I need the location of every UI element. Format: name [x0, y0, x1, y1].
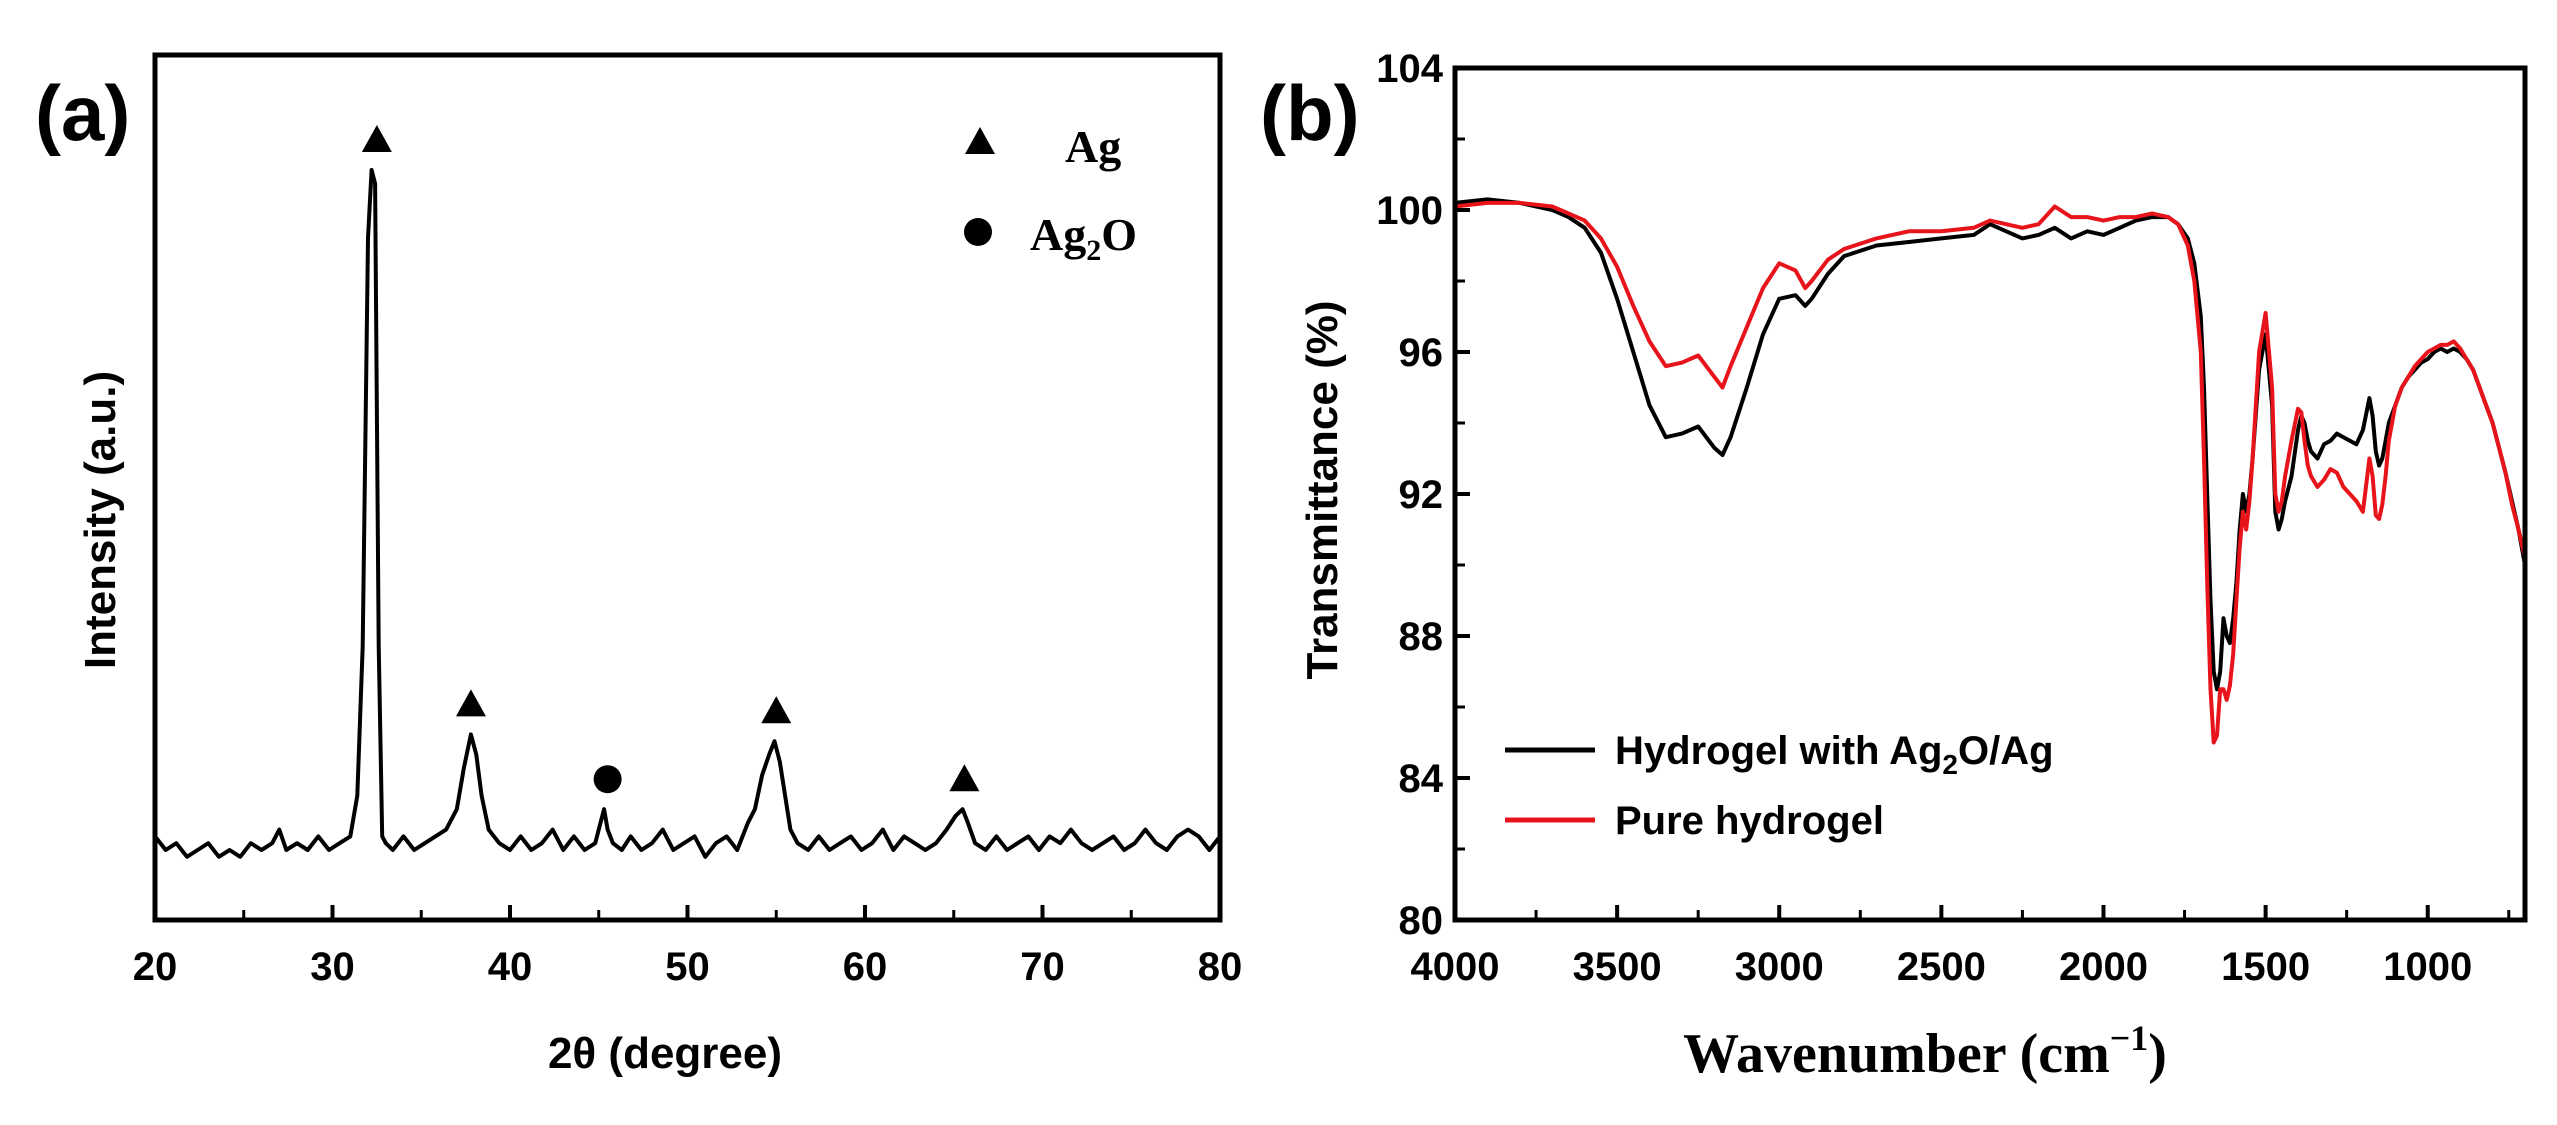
legend-label-pure-hydrogel: Pure hydrogel [1615, 799, 1884, 843]
y-tick-label: 92 [1399, 473, 1444, 517]
circle-marker-icon [964, 218, 992, 246]
legend-item-hydrogel-ag: Hydrogel with Ag2O/Ag [1505, 729, 2054, 780]
peak-triangle-marker [361, 125, 392, 152]
y-tick-label: 80 [1399, 899, 1444, 943]
legend-label-ag2o-sub: 2 [1086, 234, 1101, 267]
xrd-series-line [153, 168, 1222, 859]
legend-label-ag: Ag [1065, 121, 1121, 172]
x-tick-label: 4000 [1411, 945, 1500, 989]
panel-b-legend: Hydrogel with Ag2O/Ag Pure hydrogel [1505, 729, 2054, 843]
legend-label-ag2o: Ag2O [1030, 209, 1137, 267]
x-tick-label: 40 [488, 945, 533, 989]
panel-a-legend: Ag Ag2O [964, 121, 1137, 267]
legend-label-hydrogel-ag-main: Hydrogel with Ag [1615, 729, 1942, 773]
panel-a-frame [152, 52, 1223, 923]
panel-a-peak-markers [361, 125, 980, 794]
x-tick-label: 80 [1198, 945, 1243, 989]
legend-label-ag2o-main: Ag [1030, 209, 1086, 260]
legend-label-ag2o-suffix: O [1101, 209, 1137, 260]
y-tick-label: 100 [1376, 189, 1443, 233]
legend-label-hydrogel-ag-sub: 2 [1942, 749, 1958, 780]
panel-a-marks [153, 168, 1222, 859]
x-tick-label: 1500 [2221, 945, 2310, 989]
y-tick-label: 84 [1399, 757, 1444, 801]
x-tick-label: 2000 [2059, 945, 2148, 989]
y-tick-label: 96 [1399, 331, 1444, 375]
y-tick-label: 104 [1376, 47, 1443, 91]
x-tick-label: 2500 [1897, 945, 1986, 989]
legend-item-ag: Ag [965, 121, 1121, 172]
x-tick-label: 70 [1020, 945, 1065, 989]
panel-a-label: (a) [35, 69, 130, 157]
panel-a-xrd: (a) Intensity (a.u.) 2θ (degree) 20 30 40 5… [35, 52, 1243, 1078]
panel-b-label: (b) [1260, 69, 1360, 157]
legend-item-ag2o: Ag2O [964, 209, 1137, 267]
panel-b-xlabel: Wavenumber (cm−1) [1683, 1018, 2167, 1085]
x-tick-label: 60 [843, 945, 888, 989]
legend-label-hydrogel-ag-suffix: O/Ag [1958, 729, 2054, 773]
x-tick-label: 1000 [2383, 945, 2472, 989]
peak-circle-marker [593, 765, 622, 794]
panel-b-ylabel: Transmittance (%) [1298, 301, 1347, 680]
panel-b-xticks: 4000 3500 3000 2500 2000 1500 1000 [1411, 905, 2511, 989]
ftir-series-line [1454, 197, 2527, 692]
panel-b-xlabel-main: Wavenumber (cm [1683, 1023, 2110, 1085]
y-tick-label: 88 [1399, 615, 1444, 659]
panel-b-yticks: 80 84 88 92 96 100 104 [1376, 47, 1470, 943]
panel-b-ftir: (b) Transmittance (%) Wavenumber (cm−1) … [1260, 47, 2528, 1085]
legend-item-pure-hydrogel: Pure hydrogel [1505, 799, 1884, 843]
triangle-marker-icon [965, 127, 995, 154]
legend-label-hydrogel-ag: Hydrogel with Ag2O/Ag [1615, 729, 2054, 780]
peak-triangle-marker [949, 764, 980, 792]
peak-triangle-marker [455, 689, 486, 717]
panel-a-xticks: 20 30 40 50 60 70 80 [133, 905, 1243, 989]
x-tick-label: 3000 [1735, 945, 1824, 989]
panel-b-marks [1454, 197, 2527, 745]
ftir-series-line [1454, 200, 2527, 745]
panel-a-xlabel: 2θ (degree) [548, 1029, 782, 1078]
panel-b-xlabel-suffix: ) [2148, 1023, 2167, 1085]
x-tick-label: 3500 [1573, 945, 1662, 989]
panel-b-xlabel-sup: −1 [2110, 1018, 2149, 1058]
x-tick-label: 50 [665, 945, 710, 989]
x-tick-label: 30 [310, 945, 355, 989]
peak-triangle-marker [761, 696, 792, 724]
x-tick-label: 20 [133, 945, 178, 989]
panel-a-ylabel: Intensity (a.u.) [76, 371, 125, 669]
panel-b-frame [1452, 65, 2528, 923]
